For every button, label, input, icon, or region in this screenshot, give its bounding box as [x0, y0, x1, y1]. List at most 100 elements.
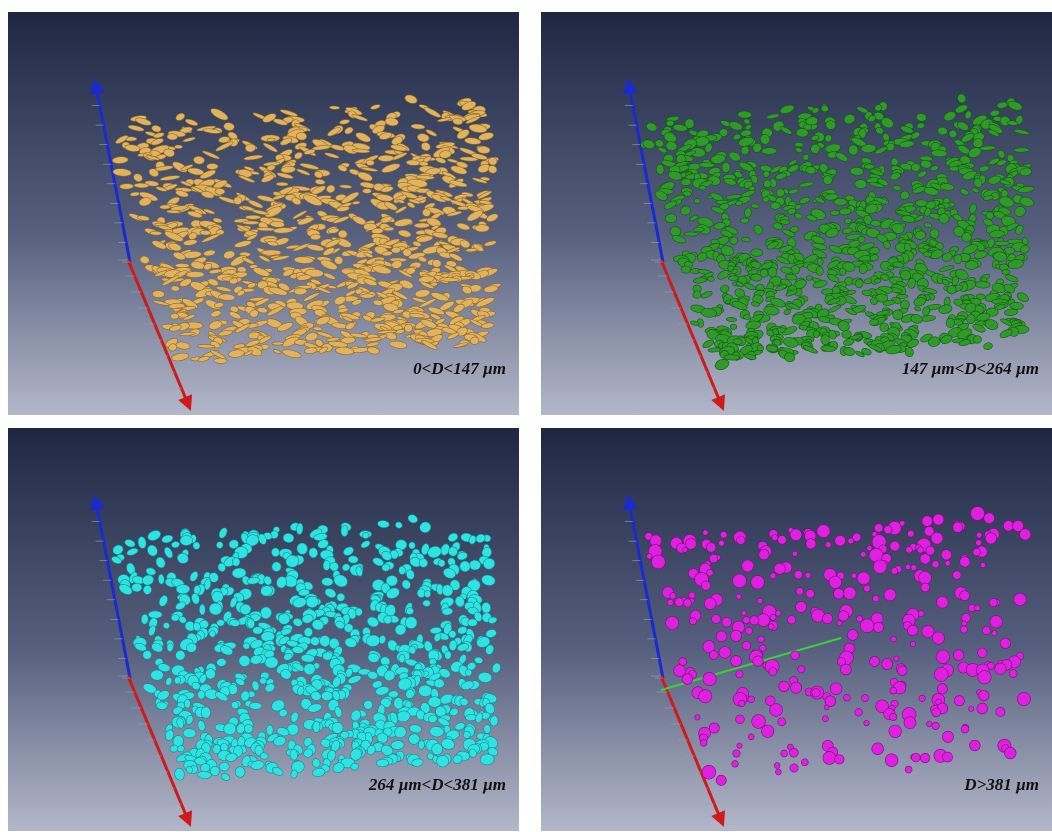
particle — [134, 183, 149, 188]
particle — [977, 703, 988, 714]
particle — [824, 705, 829, 710]
particle — [199, 604, 205, 615]
particle — [979, 691, 989, 701]
particle — [890, 687, 897, 694]
particle — [675, 598, 684, 607]
particle — [141, 614, 149, 624]
particle — [872, 743, 884, 755]
particle — [702, 765, 716, 779]
particle — [943, 752, 953, 762]
particle — [932, 722, 939, 729]
particle — [1002, 270, 1011, 275]
panel: 147 µm<D<264 µm — [541, 12, 1052, 415]
particle — [378, 155, 394, 161]
particle — [313, 721, 321, 733]
particle — [720, 531, 727, 538]
particle — [894, 656, 899, 661]
particle — [398, 566, 406, 575]
particle — [851, 573, 856, 578]
particle — [932, 708, 941, 717]
particle — [670, 593, 676, 599]
particle — [272, 548, 280, 557]
particle — [931, 532, 943, 544]
particle — [776, 611, 782, 617]
particle — [667, 600, 673, 606]
particle — [733, 750, 740, 757]
particle — [801, 759, 808, 766]
page: {"panels": [ {"label": "0<D<147 µm"}, {"… — [0, 0, 1052, 832]
particle — [272, 342, 284, 345]
particle — [699, 185, 706, 190]
particle — [776, 769, 782, 775]
particle — [752, 715, 766, 729]
particle — [798, 666, 805, 673]
particle — [762, 725, 774, 737]
particle — [838, 611, 848, 621]
figure: 0<D<147 µm147 µm<D<264 µm264 µm<D<381 µm… — [0, 0, 1052, 832]
particle — [932, 561, 939, 568]
particle — [791, 651, 800, 660]
particle — [796, 588, 803, 595]
particle — [175, 263, 189, 268]
particle — [200, 230, 211, 235]
particle — [1004, 247, 1015, 255]
particle — [1014, 593, 1026, 605]
particle — [384, 227, 394, 231]
particle — [864, 720, 869, 725]
particle — [482, 602, 491, 613]
particle — [882, 659, 893, 670]
particle — [404, 324, 413, 333]
particle — [150, 231, 162, 235]
particle — [922, 625, 934, 637]
particle — [243, 221, 259, 225]
particle — [750, 616, 759, 625]
particle — [778, 536, 787, 545]
render-background — [8, 428, 519, 831]
particle — [249, 702, 262, 709]
panel: 264 µm<D<381 µm — [8, 428, 519, 831]
particle — [933, 514, 944, 525]
particle — [927, 721, 933, 727]
particle — [975, 605, 981, 611]
particle — [444, 651, 451, 660]
particle — [934, 668, 948, 682]
particle — [774, 763, 780, 769]
particle — [684, 599, 692, 607]
particle — [1009, 669, 1017, 677]
particle — [794, 571, 802, 579]
particle — [942, 731, 953, 742]
particle — [753, 656, 763, 666]
particle — [465, 714, 477, 721]
particle — [768, 624, 774, 630]
particle — [884, 589, 896, 601]
particle — [945, 561, 950, 566]
particle — [890, 713, 897, 720]
particle — [651, 555, 665, 569]
particle — [730, 324, 737, 330]
particle — [1017, 692, 1030, 705]
particle — [864, 585, 871, 592]
particle — [796, 601, 807, 612]
particle — [719, 540, 725, 546]
particle — [469, 560, 481, 570]
particle — [884, 526, 892, 534]
particle — [276, 182, 288, 186]
particle — [833, 588, 844, 599]
particle — [158, 574, 165, 584]
particle — [806, 539, 816, 549]
particle — [656, 164, 664, 174]
particle — [406, 607, 414, 615]
particle — [360, 294, 374, 299]
particle — [905, 564, 910, 569]
particle — [310, 234, 321, 240]
panel-label: 264 µm<D<381 µm — [368, 775, 506, 794]
particle — [843, 587, 856, 600]
particle — [748, 696, 755, 703]
particle — [919, 571, 932, 584]
particle — [873, 622, 883, 632]
particle — [214, 358, 227, 363]
particle — [743, 314, 750, 319]
particle — [732, 761, 739, 768]
particle — [329, 106, 339, 110]
particle — [912, 753, 921, 762]
